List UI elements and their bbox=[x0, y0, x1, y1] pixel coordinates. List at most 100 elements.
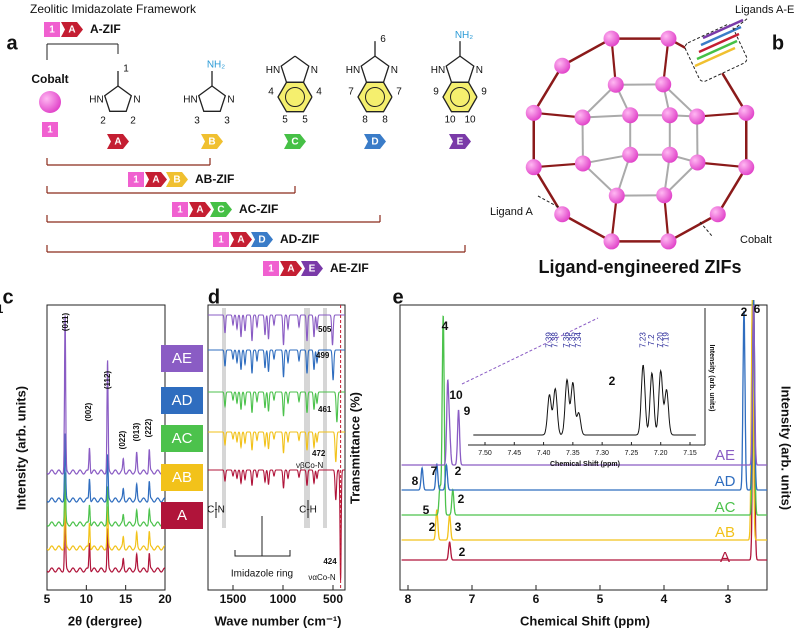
legend-box bbox=[161, 345, 203, 372]
badge-text: 1 bbox=[268, 264, 274, 275]
cobalt-node bbox=[661, 107, 678, 124]
badge-text: 1 bbox=[177, 205, 183, 216]
cobalt-node bbox=[660, 30, 677, 47]
imidazole-ring bbox=[360, 55, 390, 83]
ligand-badge bbox=[107, 134, 129, 149]
metal-badge bbox=[44, 22, 60, 37]
y-axis-label: Intensity (arb. units) bbox=[13, 386, 28, 510]
peak-label: 8 bbox=[412, 474, 419, 488]
ligand-box bbox=[684, 24, 748, 82]
inset-curve bbox=[473, 364, 696, 436]
annotation: 505 bbox=[318, 325, 332, 334]
inset-peak-label: 7.2 bbox=[647, 334, 656, 346]
peak-label: (022) bbox=[118, 430, 127, 449]
nmr-curve bbox=[401, 300, 767, 541]
x-tick-label: 1000 bbox=[270, 592, 297, 606]
nmr-curve bbox=[401, 300, 767, 561]
y-axis-label: Transmittance (%) bbox=[347, 392, 362, 504]
badge-text: E bbox=[309, 264, 316, 275]
x-axis-label: 2θ (dergree) bbox=[68, 613, 142, 628]
panel-label: e bbox=[392, 286, 403, 308]
cobalt-node bbox=[689, 154, 706, 171]
atom-number: 7 bbox=[396, 87, 402, 98]
atom-number: 4 bbox=[268, 87, 274, 98]
edge bbox=[696, 111, 747, 118]
peak-label: 2 bbox=[429, 520, 436, 534]
atom-number: 5 bbox=[302, 115, 308, 126]
cobalt-node bbox=[608, 187, 625, 204]
peak-label: 9 bbox=[464, 404, 471, 418]
badge-text: 1 bbox=[218, 235, 224, 246]
benzene-ring bbox=[442, 81, 478, 113]
badge-text: D bbox=[371, 137, 378, 148]
legend-text: AD bbox=[172, 392, 193, 409]
atom-label: N bbox=[391, 65, 398, 76]
inset-peak-label: 7.23 bbox=[638, 332, 647, 348]
aromatic-circle bbox=[450, 87, 470, 107]
inset-tick-label: 7.25 bbox=[625, 450, 639, 457]
imidazole-ring bbox=[197, 85, 227, 112]
x-tick-label: 5 bbox=[44, 592, 51, 606]
atom-number: 3 bbox=[194, 116, 200, 127]
badge-text: A bbox=[68, 25, 75, 36]
band-shade bbox=[222, 308, 226, 528]
peak-label: (112) bbox=[103, 371, 112, 390]
plot-frame bbox=[399, 304, 768, 591]
legend-text: AB bbox=[172, 469, 192, 486]
peak-label: 2 bbox=[459, 545, 466, 559]
ir-curve bbox=[208, 431, 345, 463]
cobalt-node bbox=[554, 206, 571, 223]
cobalt-node bbox=[656, 187, 673, 204]
badge-text: B bbox=[208, 137, 215, 148]
imidazole-ring bbox=[280, 55, 310, 83]
cobalt-node bbox=[574, 155, 591, 172]
peak-label: 2 bbox=[741, 305, 748, 319]
ir-curve bbox=[208, 314, 345, 346]
panel-label: c bbox=[2, 286, 13, 308]
metal-badge bbox=[172, 202, 188, 217]
atom-number: 4 bbox=[316, 87, 322, 98]
x-tick-label: 10 bbox=[80, 592, 94, 606]
cobalt-node bbox=[603, 233, 620, 250]
inset-peak-label: 7.34 bbox=[574, 332, 583, 348]
cobalt-node bbox=[738, 104, 755, 121]
xrd-curve bbox=[47, 472, 165, 527]
cobalt-node bbox=[622, 107, 639, 124]
peak-label: 7 bbox=[431, 464, 438, 478]
xrd-curve bbox=[47, 315, 165, 475]
x-axis-label: Chemical Shift (ppm) bbox=[520, 613, 650, 628]
ligand-badge bbox=[145, 172, 167, 187]
annotation: Imidazole ring bbox=[231, 569, 293, 580]
nmr-curve bbox=[401, 300, 767, 491]
atom-number: 9 bbox=[481, 87, 487, 98]
curve-label: AD bbox=[715, 473, 736, 490]
ir-curve bbox=[208, 391, 345, 423]
ligand-badge bbox=[166, 172, 188, 187]
badge-text: C bbox=[291, 137, 298, 148]
legend-text: A bbox=[177, 507, 187, 524]
legend-box bbox=[161, 464, 203, 491]
atom-label: HN bbox=[89, 94, 103, 105]
inset-tick-label: 7.30 bbox=[595, 450, 609, 457]
badge-text: B bbox=[173, 175, 180, 186]
key-name: A-ZIF bbox=[90, 22, 121, 36]
benzene-ring bbox=[357, 81, 393, 113]
edge bbox=[667, 213, 719, 243]
combo-name: AC-ZIF bbox=[239, 202, 278, 216]
zoom-line bbox=[461, 317, 599, 385]
x-tick-label: 1500 bbox=[220, 592, 247, 606]
ir-curve bbox=[208, 349, 345, 381]
atom-number: 8 bbox=[382, 115, 388, 126]
plot-frame bbox=[207, 304, 346, 591]
inset-tick-label: 7.15 bbox=[683, 450, 697, 457]
edge bbox=[697, 161, 747, 169]
atom-number: 3 bbox=[224, 116, 230, 127]
curve-label: AC bbox=[715, 499, 736, 516]
ligand-stick bbox=[700, 25, 742, 47]
ir-curves bbox=[208, 314, 345, 581]
badge-text: A bbox=[237, 235, 244, 246]
metal-badge bbox=[128, 172, 144, 187]
band-shade bbox=[323, 308, 327, 528]
panel-label: b bbox=[772, 32, 784, 54]
